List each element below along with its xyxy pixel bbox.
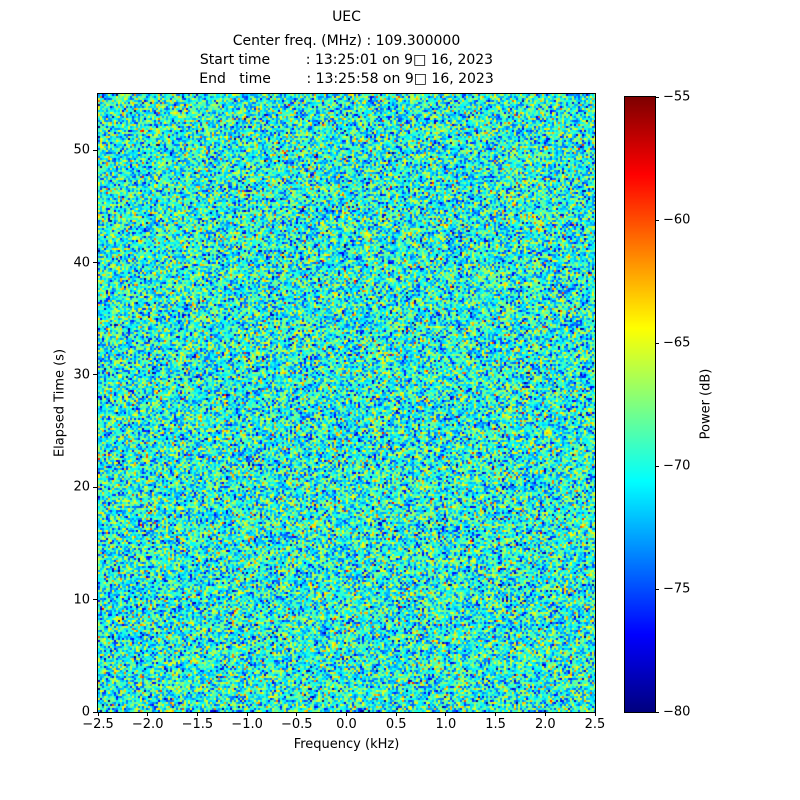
x-tick-mark: [544, 712, 546, 716]
x-axis-label: Frequency (kHz): [293, 737, 400, 752]
colorbar-tick-mark: [655, 588, 659, 590]
x-tick-label: −1.5: [181, 717, 214, 732]
x-tick-mark: [147, 712, 149, 716]
center-freq-line: Center freq. (MHz) : 109.300000: [232, 33, 461, 49]
y-tick-mark: [93, 599, 97, 601]
x-tick-label: −2.0: [131, 717, 164, 732]
x-tick-mark: [346, 712, 347, 716]
colorbar-tick-mark: [655, 342, 659, 344]
colorbar-label: Power (dB): [698, 368, 714, 440]
colorbar-tick-mark: [655, 219, 659, 221]
y-tick-mark: [93, 711, 97, 713]
x-tick-mark: [246, 712, 248, 716]
colorbar-tick-label: −80: [663, 704, 691, 720]
x-tick-label: 0.5: [385, 717, 407, 732]
colorbar-tick-label: −70: [663, 458, 691, 474]
x-tick-mark: [395, 712, 397, 716]
y-tick-label: 0: [81, 704, 90, 720]
x-tick-mark: [445, 712, 447, 716]
end-time-line: End time : 13:25:58 on 9□ 16, 2023: [199, 71, 494, 87]
x-tick-label: 1.0: [435, 717, 457, 732]
colorbar-tick-label: −55: [663, 89, 691, 105]
x-tick-label: −2.5: [82, 717, 114, 732]
y-tick-mark: [93, 374, 97, 376]
x-tick-mark: [594, 712, 596, 716]
y-tick-mark: [93, 486, 97, 488]
x-tick-mark: [296, 712, 298, 716]
y-tick-label: 40: [73, 255, 90, 271]
spectrogram-heatmap: [98, 94, 595, 712]
subtitle-block: Center freq. (MHz) : 109.300000 Start ti…: [98, 32, 595, 89]
colorbar-tick-label: −65: [663, 335, 691, 351]
start-time-line: Start time : 13:25:01 on 9□ 16, 2023: [199, 52, 494, 68]
colorbar-tick-label: −75: [663, 581, 691, 597]
x-tick-label: −0.5: [281, 717, 313, 732]
colorbar-tick-mark: [655, 96, 659, 98]
y-tick-mark: [93, 149, 97, 151]
x-tick-mark: [495, 712, 497, 716]
colorbar-gradient: [625, 97, 655, 712]
x-tick-mark: [196, 712, 198, 716]
x-tick-label: 1.5: [485, 717, 506, 732]
heatmap-plot-area: [97, 93, 596, 713]
colorbar: [624, 96, 656, 713]
x-tick-label: 2.5: [584, 717, 606, 732]
x-tick-label: 2.0: [534, 717, 556, 732]
title-block: UEC Center freq. (MHz) : 109.300000 Star…: [98, 8, 595, 89]
y-axis-label: Elapsed Time (s): [52, 348, 68, 458]
colorbar-tick-label: −60: [663, 212, 691, 228]
chart-title: UEC: [332, 9, 361, 25]
y-tick-label: 10: [73, 592, 90, 608]
x-tick-mark: [97, 712, 99, 716]
y-tick-label: 50: [73, 142, 90, 158]
x-tick-label: −1.0: [231, 717, 263, 732]
y-tick-label: 30: [73, 367, 90, 383]
x-tick-label: 0.0: [336, 717, 357, 732]
colorbar-tick-mark: [655, 465, 659, 467]
colorbar-tick-mark: [655, 711, 659, 713]
y-tick-label: 20: [73, 479, 90, 495]
y-tick-mark: [93, 262, 97, 264]
